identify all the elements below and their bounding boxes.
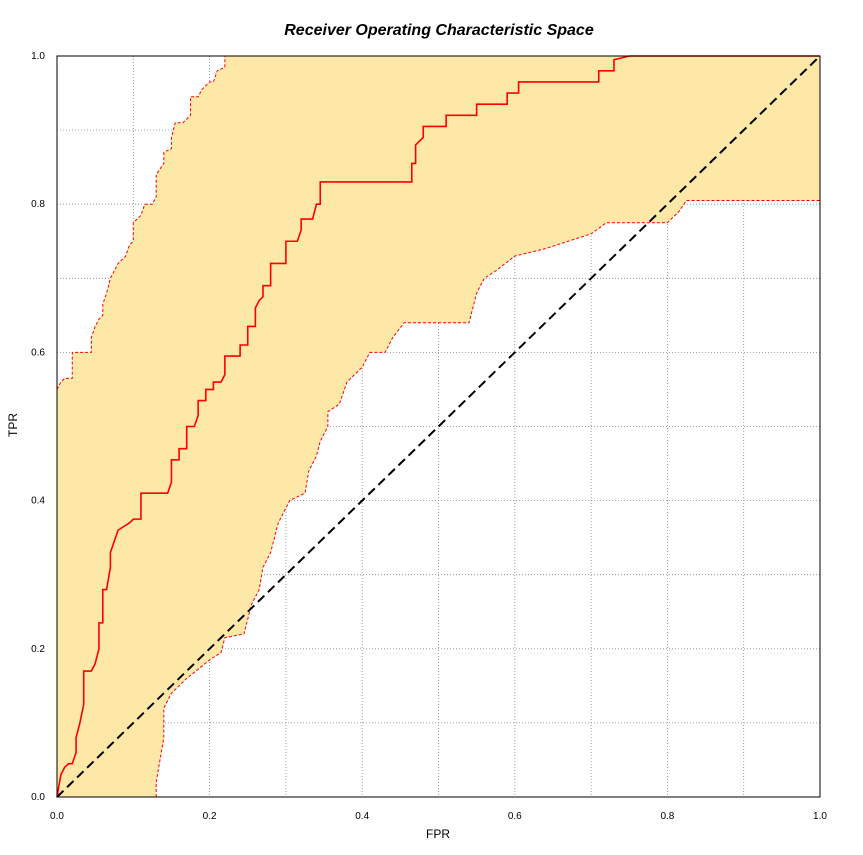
x-tick-label: 0.4 <box>355 811 369 822</box>
roc-curve <box>56 55 820 798</box>
x-axis-label: FPR <box>426 827 450 841</box>
y-tick-label: 0.8 <box>31 199 45 210</box>
y-tick-label: 0.6 <box>31 347 45 358</box>
roc-line <box>56 55 820 798</box>
x-tick-label: 0.6 <box>508 811 522 822</box>
y-axis-ticks: 0.0 0.2 0.4 0.6 0.8 1.0 <box>31 51 45 803</box>
y-tick-label: 0.0 <box>31 792 45 803</box>
x-axis-ticks: 0.0 0.2 0.4 0.6 0.8 1.0 <box>50 811 827 822</box>
x-tick-label: 0.0 <box>50 811 64 822</box>
x-tick-label: 0.2 <box>203 811 217 822</box>
diagonal-reference <box>56 55 821 798</box>
x-tick-label: 0.8 <box>660 811 674 822</box>
diagonal-line <box>56 55 821 798</box>
band-fill <box>57 56 820 797</box>
chart-title: Receiver Operating Characteristic Space <box>284 22 594 39</box>
plot-frame <box>56 55 821 798</box>
y-tick-label: 1.0 <box>31 51 45 62</box>
x-tick-label: 1.0 <box>813 811 827 822</box>
band-upper-edge <box>56 55 820 390</box>
y-axis-label: TPR <box>6 413 20 437</box>
y-tick-label: 0.2 <box>31 644 45 655</box>
band-lower-edge <box>155 199 820 797</box>
y-tick-label: 0.4 <box>31 496 45 507</box>
